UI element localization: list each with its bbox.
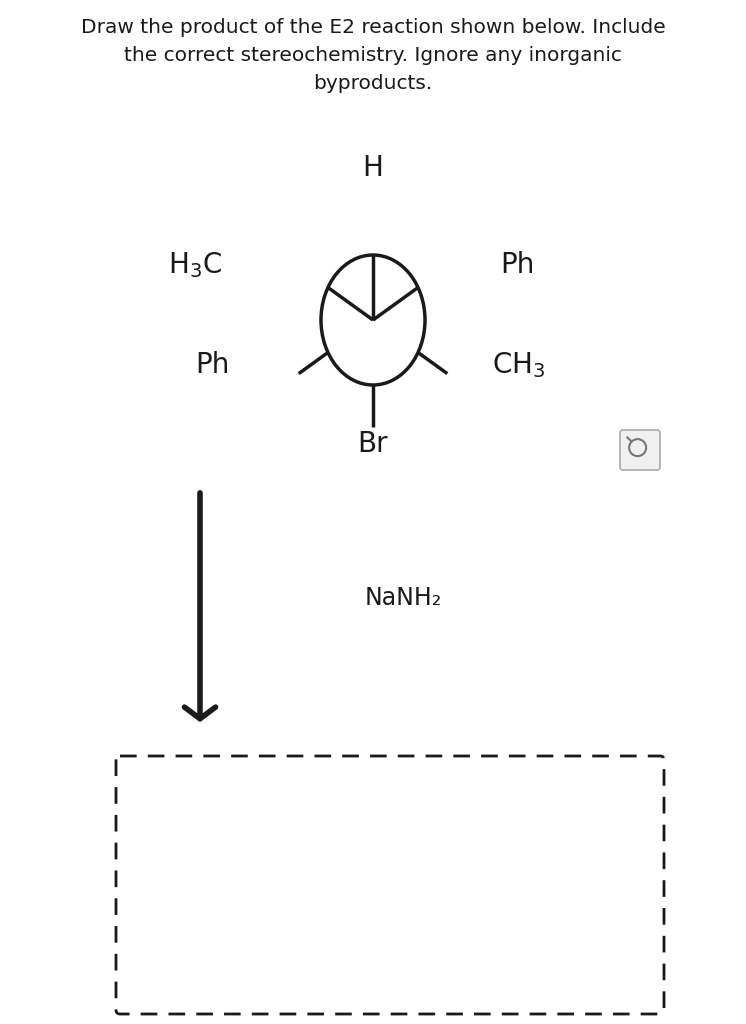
Text: Ph: Ph [195,351,230,379]
Text: H: H [363,154,383,182]
Text: Ph: Ph [500,251,534,279]
Text: CH$_3$: CH$_3$ [492,350,545,380]
Text: H$_3$C: H$_3$C [168,250,222,280]
FancyBboxPatch shape [620,430,660,470]
Text: Br: Br [357,430,389,458]
Text: Draw the product of the E2 reaction shown below. Include
the correct stereochemi: Draw the product of the E2 reaction show… [81,18,665,93]
Text: NaNH₂: NaNH₂ [364,586,442,610]
